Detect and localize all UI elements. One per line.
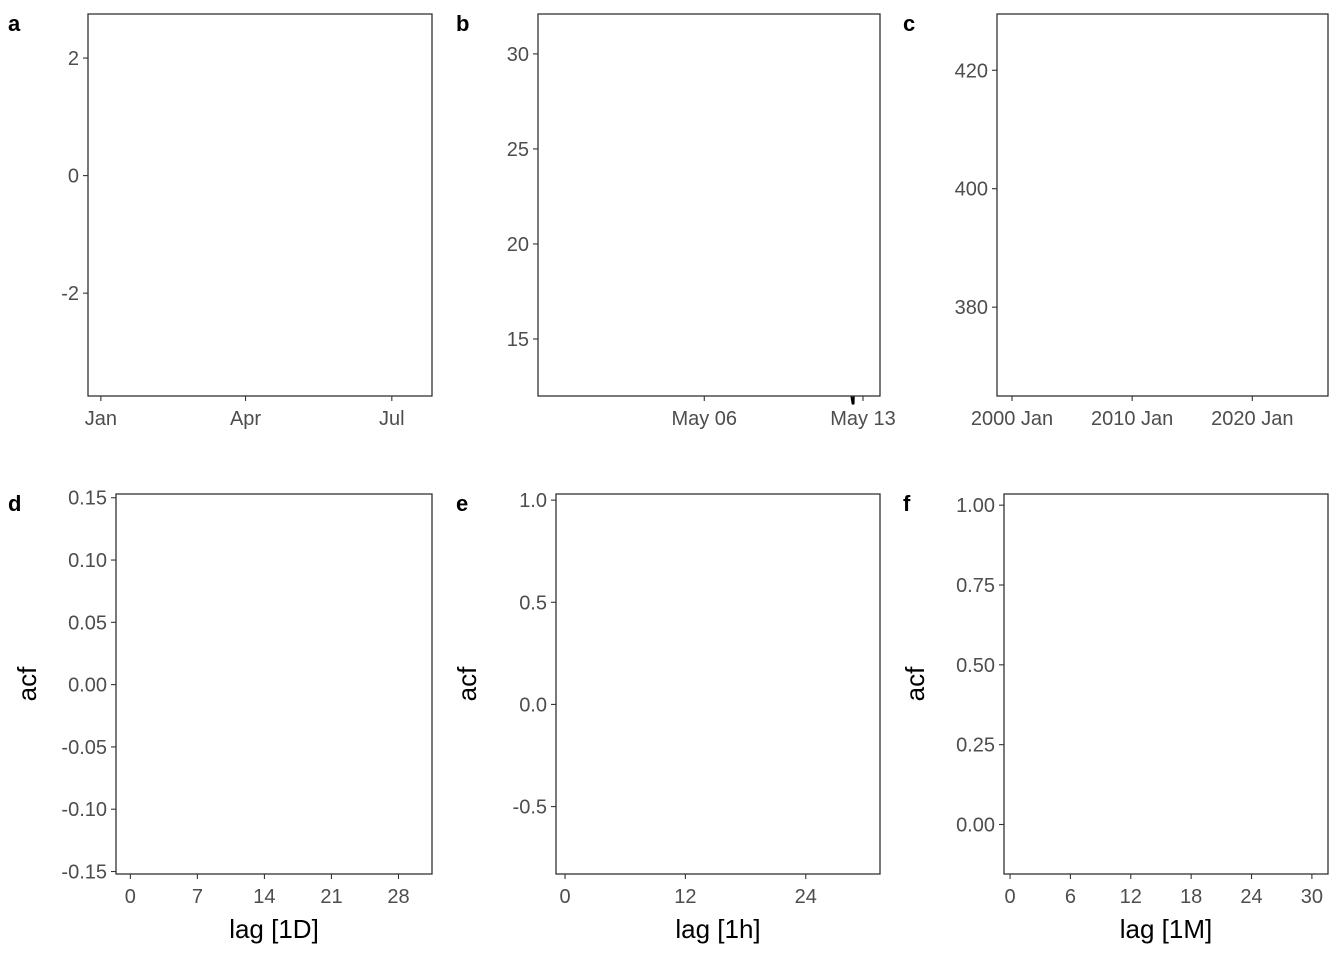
panel-tag-d: d: [8, 491, 21, 516]
panel-f-x-tick-label: 12: [1120, 886, 1142, 908]
panel-tag-f: f: [903, 491, 911, 516]
panel-f-y-tick-label: 0.25: [956, 735, 995, 757]
panel-c-panel-border: [996, 13, 1329, 397]
panel-c-y-tick-label: 400: [955, 179, 988, 201]
panel-f-x-tick-label: 18: [1180, 886, 1202, 908]
panel-b-y-tick-label: 30: [507, 44, 529, 66]
panel-tag-c: c: [903, 11, 915, 36]
panel-a-x-tick-label: Jan: [85, 408, 117, 430]
panel-a-y-tick-label: 0: [68, 166, 79, 188]
panel-c-monthly-series: 380 400 420 2000 Jan 2010 Jan 2020 Jan: [955, 13, 1329, 430]
panel-f-x-tick-label: 6: [1065, 886, 1076, 908]
panel-tag-e: e: [456, 491, 468, 516]
panel-b-y-tick-label: 20: [507, 234, 529, 256]
panel-d-y-tick-label: -0.05: [61, 737, 107, 759]
panel-e-x-tick-label: 0: [559, 886, 570, 908]
panel-f-x-axis-title: lag [1M]: [1120, 914, 1213, 944]
panel-e-y-tick-label: -0.5: [513, 797, 547, 819]
panel-c-x-tick-label: 2020 Jan: [1211, 408, 1293, 430]
panel-f-x-tick-label: 30: [1301, 886, 1323, 908]
panel-d-y-tick-label: 0.05: [68, 612, 107, 634]
panel-a-x-tick-label: Apr: [230, 408, 261, 430]
panel-e-y-axis-title: acf: [452, 666, 482, 701]
panel-a-white-noise-series: -2 0 2 Jan Apr Jul: [61, 13, 433, 430]
panel-f-x-tick-label: 0: [1004, 886, 1015, 908]
panel-e-x-axis-title: lag [1h]: [675, 914, 760, 944]
panel-tag-a: a: [8, 11, 21, 36]
panel-d-panel-border: [115, 493, 433, 875]
panel-b-y-tick-label: 25: [507, 139, 529, 161]
panel-e-y-tick-label: 0.5: [519, 592, 547, 614]
panel-f-y-tick-label: 0.50: [956, 655, 995, 677]
panel-d-y-tick-label: 0.10: [68, 550, 107, 572]
panel-d-y-tick-label: 0.00: [68, 675, 107, 697]
panel-e-x-tick-label: 12: [674, 886, 696, 908]
panel-e-acf-plot: -0.5 0.0 0.5 1.0 0 12 24 lag [1h] acf: [452, 490, 881, 944]
panel-d-x-tick-label: 14: [253, 886, 275, 908]
panel-f-x-tick-label: 24: [1240, 886, 1262, 908]
panel-d-y-tick-label: -0.10: [61, 799, 107, 821]
panel-b-panel-border: [537, 13, 881, 397]
panel-d-y-tick-label: -0.15: [61, 862, 107, 884]
panel-tag-b: b: [456, 11, 469, 36]
panel-b-x-tick-label: May 06: [671, 408, 737, 430]
panel-b-x-tick-label: May 13: [830, 408, 896, 430]
panel-tags: a b c d e f: [8, 11, 915, 516]
panel-a-x-tick-label: Jul: [379, 408, 405, 430]
panel-d-y-axis-title: acf: [12, 666, 42, 701]
panel-f-panel-border: [1003, 493, 1329, 875]
panel-c-x-tick-label: 2000 Jan: [971, 408, 1053, 430]
panel-c-y-tick-label: 420: [955, 60, 988, 82]
panel-e-panel-border: [555, 493, 881, 875]
panel-d-acf-plot: -0.15 -0.10 -0.05 0.00 0.05 0.10 0.15 0 7 14 21 28 l…: [12, 488, 433, 944]
panel-f-y-tick-label: 0.00: [956, 815, 995, 837]
panel-d-x-tick-label: 28: [387, 886, 409, 908]
panel-f-y-tick-label: 0.75: [956, 575, 995, 597]
panel-a-panel-border: [87, 13, 433, 397]
panel-c-x-tick-label: 2010 Jan: [1091, 408, 1173, 430]
panel-f-acf-plot: 0.00 0.25 0.50 0.75 1.00 0 6 12 18 24 30 lag [1M] ac…: [900, 493, 1329, 944]
panel-d-x-tick-label: 0: [125, 886, 136, 908]
panel-d-y-tick-label: 0.15: [68, 488, 107, 510]
panel-d-x-tick-label: 21: [320, 886, 342, 908]
panel-e-y-tick-label: 0.0: [519, 694, 547, 716]
panel-b-y-tick-label: 15: [507, 329, 529, 351]
panel-a-y-tick-label: -2: [61, 283, 79, 305]
panel-e-y-tick-label: 1.0: [519, 490, 547, 512]
panel-f-y-tick-label: 1.00: [956, 495, 995, 517]
panel-b-hourly-series: 15 20 25 30 May 06 May 13: [507, 13, 896, 430]
panel-f-y-axis-title: acf: [900, 666, 930, 701]
panel-d-x-tick-label: 7: [192, 886, 203, 908]
panel-c-y-tick-label: 380: [955, 297, 988, 319]
panel-e-x-tick-label: 24: [795, 886, 817, 908]
panel-d-x-axis-title: lag [1D]: [229, 914, 319, 944]
panel-a-y-tick-label: 2: [68, 48, 79, 70]
